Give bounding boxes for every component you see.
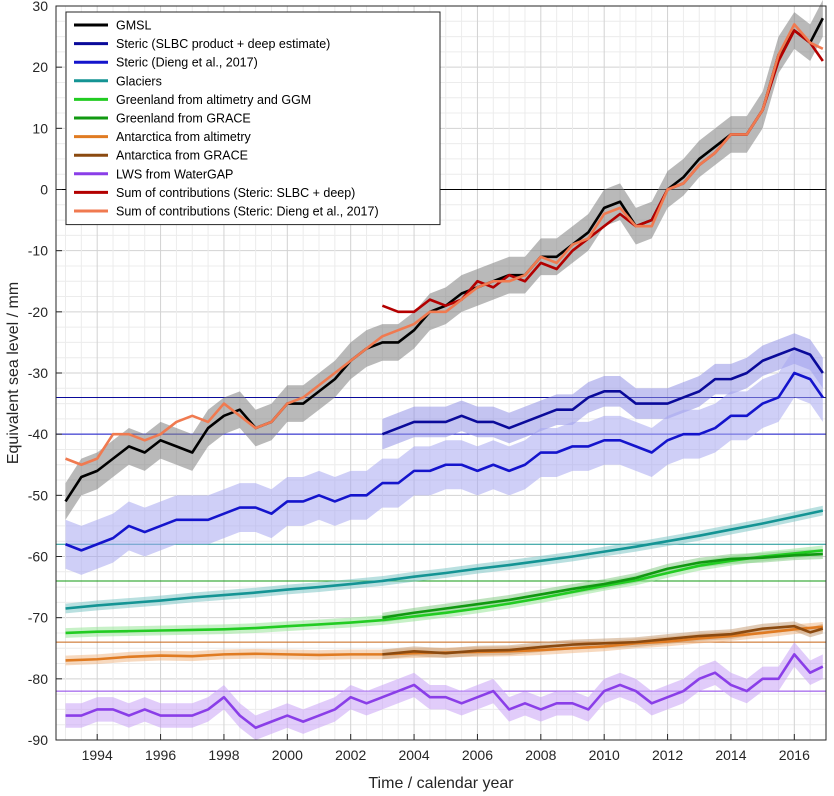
x-tick-label: 1998 — [208, 747, 239, 763]
y-axis-label: Equivalent sea level / mm — [5, 282, 22, 464]
legend-label: Antarctica from altimetry — [116, 130, 252, 144]
x-tick-label: 2008 — [525, 747, 556, 763]
legend-label: GMSL — [116, 19, 151, 33]
legend-label: Greenland from GRACE — [116, 112, 251, 126]
y-tick-label: 10 — [32, 120, 48, 136]
y-tick-label: 0 — [40, 182, 48, 198]
x-axis-label: Time / calendar year — [368, 775, 514, 792]
y-tick-label: -30 — [28, 365, 48, 381]
y-tick-label: -90 — [28, 732, 48, 748]
y-tick-label: -70 — [28, 610, 48, 626]
legend-label: Antarctica from GRACE — [116, 149, 248, 163]
y-tick-label: -20 — [28, 304, 48, 320]
legend-label: Sum of contributions (Steric: SLBC + dee… — [116, 186, 355, 200]
series-line-steric-slbc-product-deep-estimate — [381, 347, 824, 436]
legend-label: Steric (SLBC product + deep estimate) — [116, 37, 330, 51]
x-axis-ticks: 1994 1996 1998 2000 2002 2004 2006 2008 2010 2012… — [82, 734, 810, 763]
series-line-glaciers — [65, 509, 824, 610]
y-tick-label: -10 — [28, 243, 48, 259]
legend-label: Greenland from altimetry and GGM — [116, 93, 311, 107]
x-tick-label: 2002 — [335, 747, 366, 763]
series-lines — [64, 17, 824, 730]
series-line-sum-of-contributions-steric-dieng-et-al-2017 — [65, 23, 824, 467]
x-tick-label: 2004 — [398, 747, 429, 763]
legend-label: LWS from WaterGAP — [116, 167, 233, 181]
y-tick-label: -50 — [28, 487, 48, 503]
x-tick-label: 2012 — [652, 747, 683, 763]
series-line-greenland-from-altimetry-and-ggm — [65, 549, 823, 635]
series-line-steric-dieng-et-al-2017 — [65, 371, 824, 552]
series-line-greenland-from-grace — [382, 552, 823, 619]
legend-label: Glaciers — [116, 74, 162, 88]
x-tick-label: 1994 — [82, 747, 113, 763]
x-tick-label: 2006 — [462, 747, 493, 763]
legend: GMSL Steric (SLBC product + deep estimate… — [65, 11, 441, 226]
x-tick-label: 2016 — [779, 747, 810, 763]
legend-label: Sum of contributions (Steric: Dieng et a… — [116, 205, 379, 219]
x-tick-label: 2000 — [272, 747, 303, 763]
band-steric-dieng-et-al-2017 — [65, 348, 823, 575]
y-tick-label: -60 — [28, 549, 48, 565]
band-lws-from-watergap — [65, 642, 823, 740]
legend-box — [65, 11, 441, 226]
y-axis-ticks: 30 20 10 0 -10 -20 -30 -40 -50 -60 -70 -80 -90 — [28, 0, 62, 748]
y-tick-label: -80 — [28, 671, 48, 687]
y-tick-label: 30 — [32, 0, 48, 14]
series-line-lws-from-watergap — [65, 653, 824, 730]
y-tick-label: 20 — [32, 59, 48, 75]
x-tick-label: 2014 — [715, 747, 746, 763]
legend-label: Steric (Dieng et al., 2017) — [116, 56, 258, 70]
series-line-antarctica-from-grace — [382, 624, 824, 656]
x-tick-label: 1996 — [145, 747, 176, 763]
y-tick-label: -40 — [28, 426, 48, 442]
band-gmsl — [65, 0, 823, 520]
x-tick-label: 2010 — [589, 747, 620, 763]
